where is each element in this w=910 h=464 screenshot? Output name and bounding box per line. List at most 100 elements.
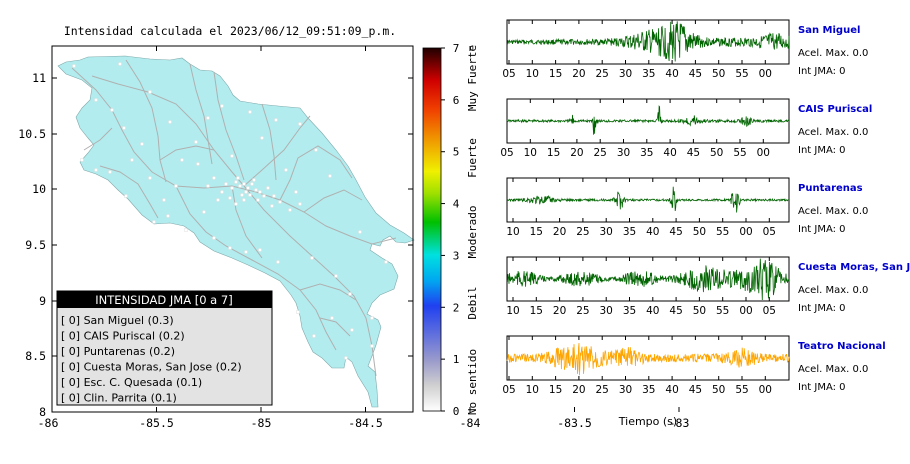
waveform-tick-label: 15 — [530, 305, 543, 317]
city-dot — [298, 202, 302, 206]
waveform-tick-label: 20 — [572, 384, 585, 396]
station-int: Int JMA: 0 — [798, 66, 846, 77]
waveform-tick-label: 30 — [617, 147, 630, 159]
waveform-tick-label: 30 — [619, 68, 632, 80]
station-name: San Miguel — [798, 25, 860, 36]
colorbar-class-label: No sentido — [466, 349, 479, 415]
road-line — [243, 185, 377, 377]
city-dot — [80, 158, 84, 162]
road-line — [83, 127, 113, 151]
waveform-tick-label: 30 — [600, 305, 613, 317]
legend-item: [ 0] Cuesta Moras, San Jose (0.2) — [61, 361, 242, 374]
map-roads — [71, 59, 397, 377]
map-lat-label: 9.5 — [25, 238, 46, 252]
city-dot — [262, 194, 266, 198]
station-acel: Acel. Max. 0.0 — [798, 364, 868, 375]
road-line — [159, 145, 215, 161]
waveform-tick-label: 20 — [553, 226, 566, 238]
city-dot — [162, 198, 166, 202]
city-dot — [236, 176, 240, 180]
waveform-tick-label: 55 — [716, 305, 729, 317]
waveform-trace — [506, 186, 790, 213]
waveform-tick-label: 40 — [646, 305, 659, 317]
city-dot — [296, 310, 300, 314]
waveform-tick-label: 25 — [596, 68, 609, 80]
city-dot — [184, 228, 188, 232]
legend-item: [ 0] Clin. Parrita (0.1) — [61, 392, 177, 405]
road-line — [175, 185, 337, 351]
city-dot — [350, 328, 354, 332]
waveform-tick-label: 50 — [710, 147, 723, 159]
road-line — [243, 115, 311, 187]
city-dot — [166, 214, 170, 218]
city-dot — [140, 142, 144, 146]
city-dot — [228, 246, 232, 250]
legend-header — [57, 291, 272, 308]
city-dot — [294, 190, 298, 194]
waveform-tick-label: 20 — [572, 68, 585, 80]
map-lon-label: -86 — [38, 416, 59, 430]
colorbar-tick-label: 4 — [453, 198, 460, 211]
waveform-tick-label: 15 — [530, 226, 543, 238]
waveform-tick-label: 35 — [642, 384, 655, 396]
colorbar-tick-label: 1 — [453, 353, 460, 366]
colorbar-class-label: Moderado — [466, 206, 479, 259]
city-dot — [108, 170, 112, 174]
city-dot — [234, 180, 238, 184]
map-lon-label: -83 — [669, 416, 690, 430]
map-lon-label: -84 — [460, 416, 481, 430]
city-dot — [238, 184, 242, 188]
map-lon-label: -85.5 — [139, 416, 174, 430]
station-int: Int JMA: 0 — [798, 145, 846, 156]
city-dot — [314, 148, 318, 152]
map-lat-label: 8 — [39, 405, 46, 419]
waveform-tick-label: 30 — [600, 226, 613, 238]
waveform-tick-label: 10 — [526, 68, 539, 80]
city-dot — [220, 190, 224, 194]
waveform-tick-label: 45 — [669, 305, 682, 317]
station-name: Teatro Nacional — [798, 341, 886, 352]
city-dot — [240, 193, 244, 197]
waveform-tick-label: 40 — [665, 68, 678, 80]
city-dot — [298, 122, 302, 126]
colorbar-gradient — [422, 47, 442, 412]
waveform-tick-label: 10 — [524, 147, 537, 159]
waveform-tick-label: 10 — [506, 305, 519, 317]
city-dot — [152, 220, 156, 224]
city-dot — [260, 136, 264, 140]
waveform-tick-label: 55 — [733, 147, 746, 159]
city-dot — [148, 176, 152, 180]
road-line — [319, 317, 351, 337]
city-dot — [180, 158, 184, 162]
city-dot — [254, 188, 258, 192]
city-dot — [196, 162, 200, 166]
city-dot — [370, 344, 374, 348]
city-dot — [230, 186, 234, 190]
city-dot — [258, 190, 262, 194]
city-dot — [278, 200, 282, 204]
waveform-tick-label: 45 — [689, 384, 702, 396]
city-dot — [124, 194, 128, 198]
waveform-trace — [506, 105, 790, 135]
waveform-tick-label: 00 — [759, 68, 772, 80]
station-acel: Acel. Max. 0.0 — [798, 206, 868, 217]
city-dot — [212, 176, 216, 180]
waveform-trace — [506, 258, 790, 301]
road-line — [91, 75, 245, 187]
city-dot — [168, 120, 172, 124]
waveform-tick-label: 15 — [549, 384, 562, 396]
waveform-tick-label: 55 — [735, 68, 748, 80]
waveform-tick-label: 25 — [596, 384, 609, 396]
waveform-tick-label: 50 — [712, 384, 725, 396]
city-dot — [194, 140, 198, 144]
map-lon-label: -85 — [251, 416, 272, 430]
road-line — [99, 165, 159, 219]
waveform-tick-label: 05 — [502, 68, 515, 80]
city-dot — [312, 334, 316, 338]
road-line — [261, 103, 277, 181]
road-line — [303, 189, 363, 213]
colorbar-ticks: 0 1 2 3 4 5 6 7 — [441, 42, 460, 418]
colorbar-tick-label: 7 — [453, 42, 460, 55]
station-int: Int JMA: 0 — [798, 303, 846, 314]
